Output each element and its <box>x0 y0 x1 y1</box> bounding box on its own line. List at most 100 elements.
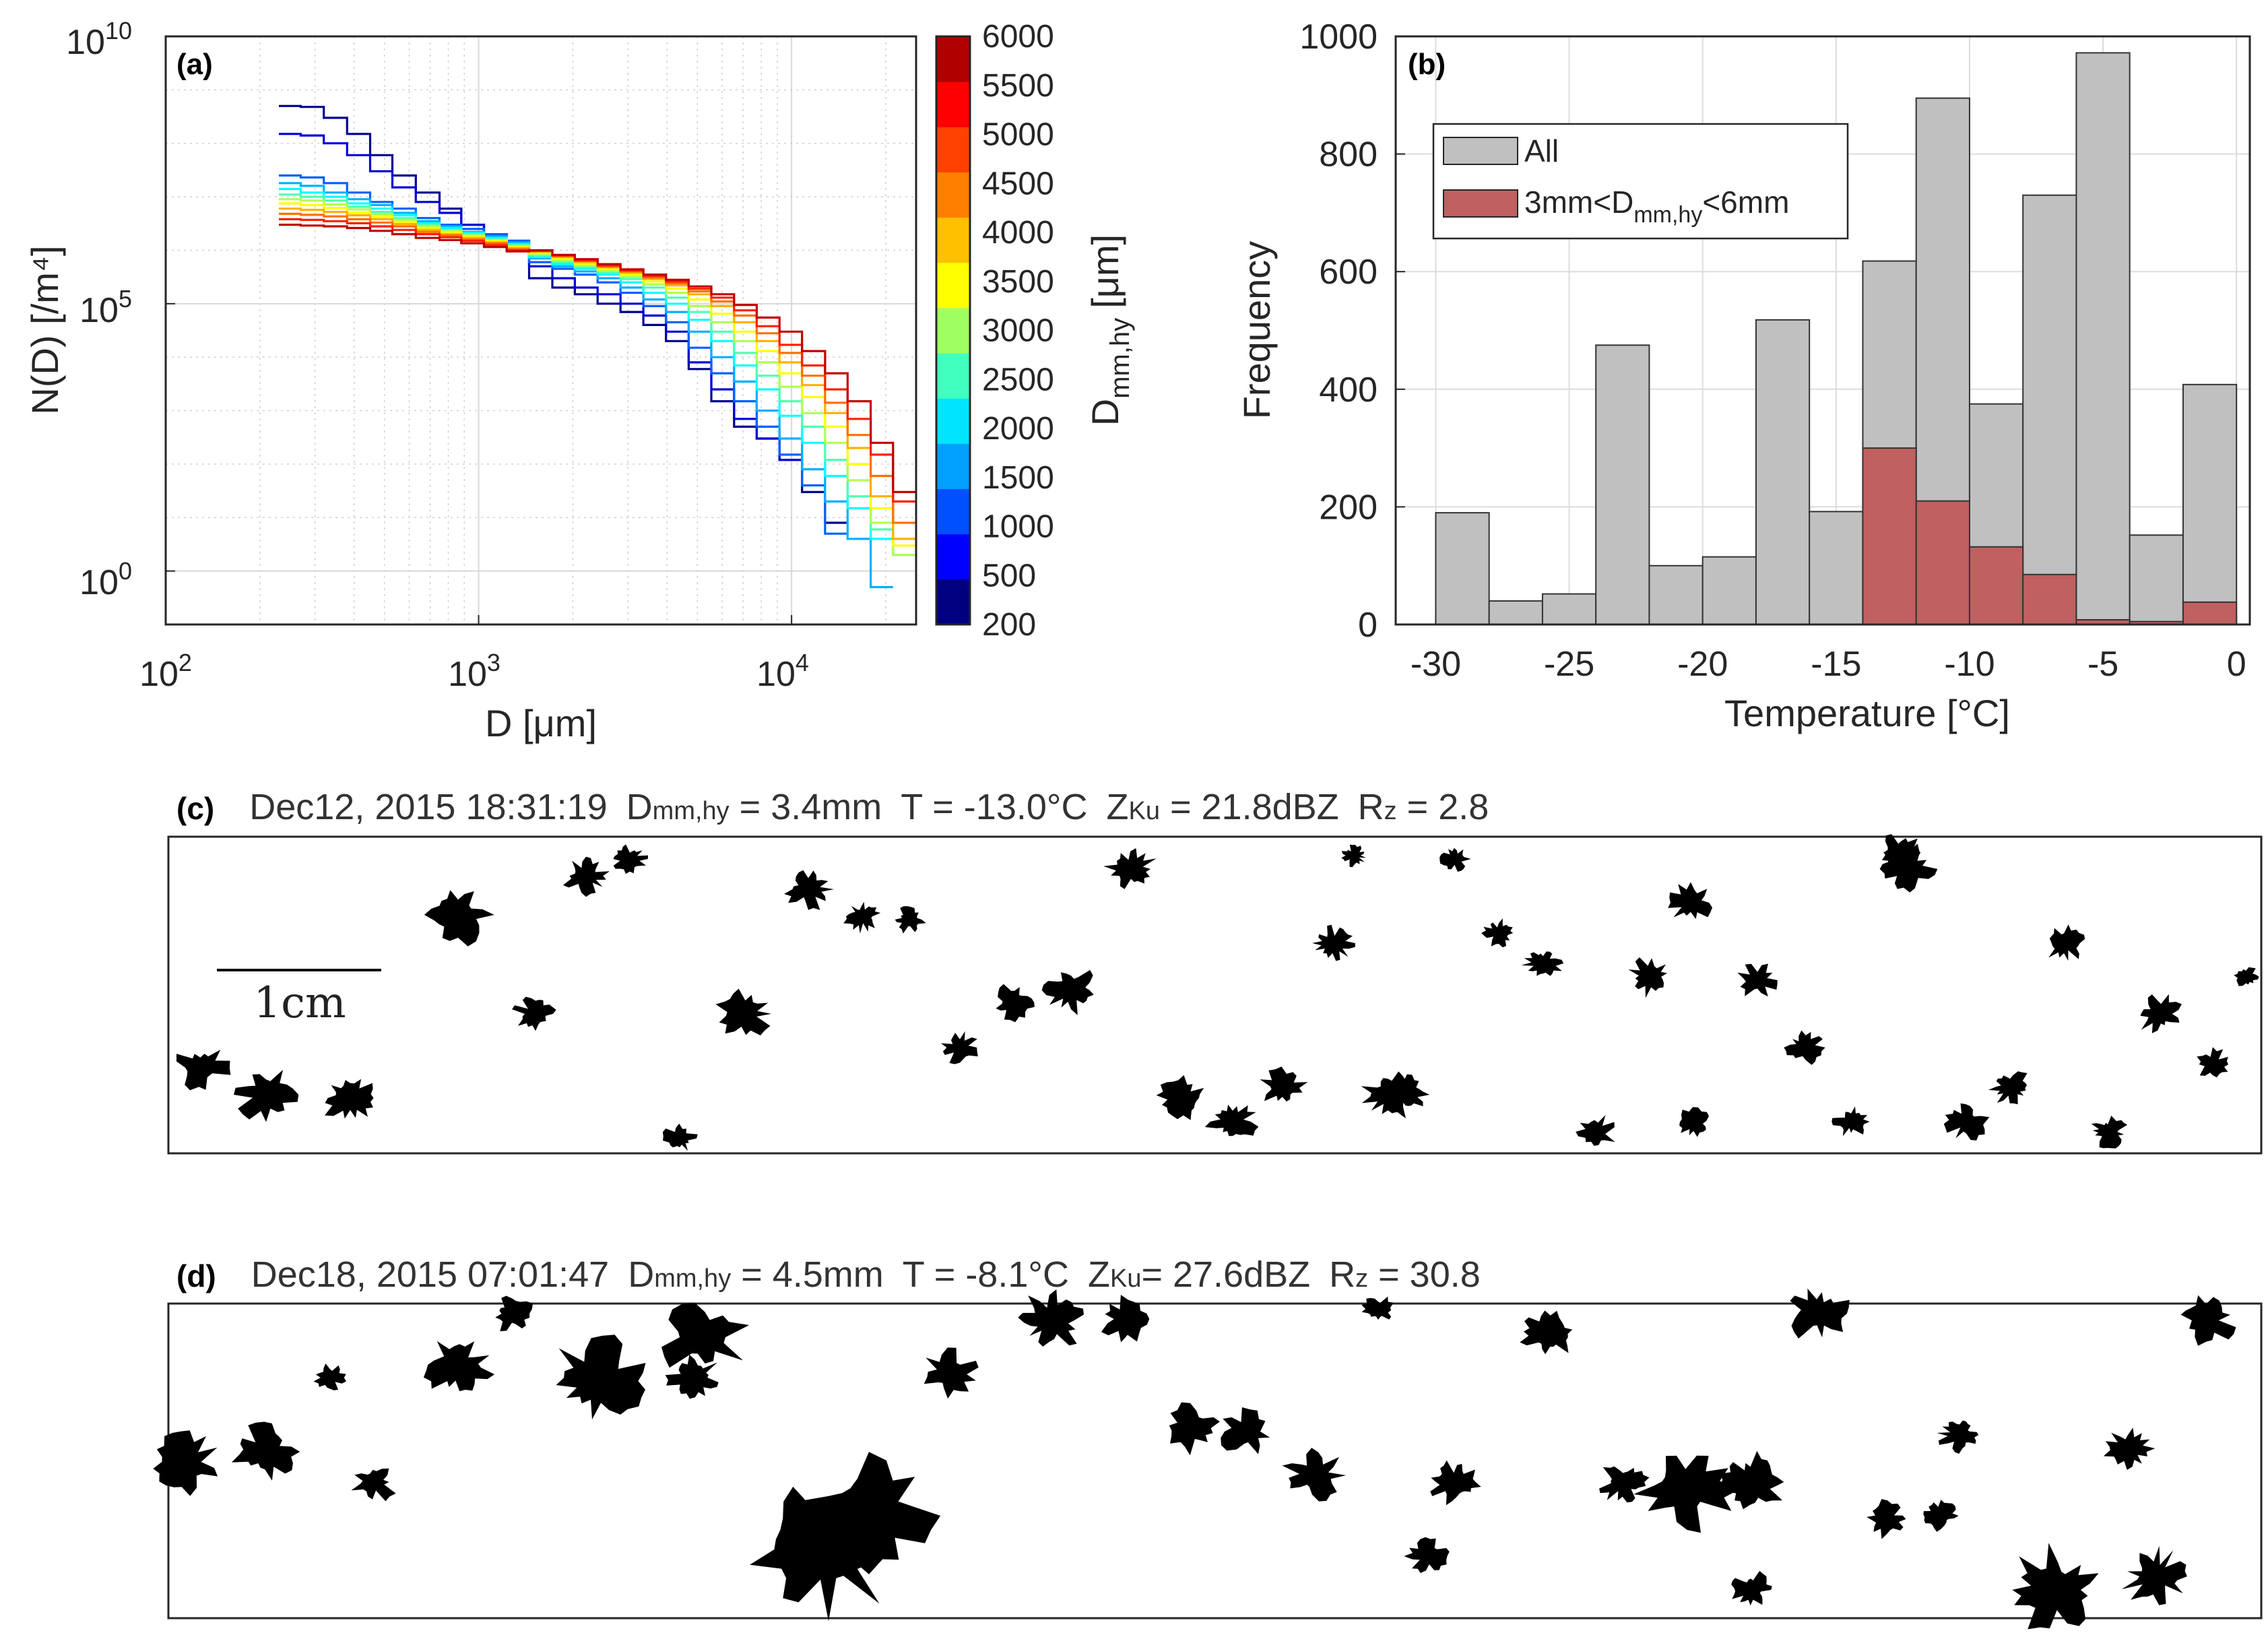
colorbar-segment <box>936 307 970 354</box>
snowflake-particle <box>231 1421 300 1481</box>
snowflake-particle <box>1260 1066 1308 1102</box>
a-series-line <box>279 224 916 493</box>
b-bar-all <box>2075 52 2131 626</box>
b-bar-all <box>2129 534 2184 626</box>
panel-d-snowflake-images <box>153 1288 2236 1630</box>
snowflake-particle <box>798 1452 941 1574</box>
b-bar-subset <box>2182 601 2238 625</box>
colorbar-tick-labels: 200 500 1000 1500 2000 2500 3000 3500 4000 4500 50… <box>982 19 1054 643</box>
snowflake-particle <box>2180 1295 2236 1346</box>
snowflake-particle <box>325 1079 374 1119</box>
panel-d-image-frame <box>167 1302 2263 1620</box>
panel-b-axes-box <box>1394 35 2251 626</box>
snowflake-particle <box>176 1050 231 1091</box>
colorbar-segment <box>936 82 970 127</box>
colorbar-tick-label: 1000 <box>982 509 1054 545</box>
b-x-tick-label: -20 <box>1677 645 1728 684</box>
snowflake-particle <box>1018 1289 1084 1347</box>
snowflake-particle <box>1668 882 1712 920</box>
colorbar-segment <box>936 217 970 263</box>
snowflake-particle <box>2197 1047 2228 1078</box>
b-x-tick-label: -5 <box>2087 645 2118 684</box>
b-x-tick-label: -15 <box>1811 645 1861 684</box>
b-x-tick-label: -30 <box>1411 645 1461 684</box>
panel-a-colorbar <box>936 36 970 625</box>
panel-a-axes-box <box>164 35 917 626</box>
snowflake-particle <box>665 1354 719 1399</box>
colorbar-segment <box>936 488 970 535</box>
a-y-tick-label: 105 <box>79 285 132 330</box>
snowflake-particle <box>1430 1460 1481 1506</box>
a-series-line <box>279 104 848 524</box>
b-bar-all <box>1595 344 1650 625</box>
snowflake-particle <box>556 1335 646 1419</box>
colorbar-tick-label: 5500 <box>982 68 1054 104</box>
snowflake-particle <box>1923 1500 1959 1532</box>
a-y-tick-label: 1010 <box>66 17 132 62</box>
colorbar-tick-label: 2500 <box>982 362 1054 397</box>
panel-b-bars <box>1435 52 2238 626</box>
colorbar-label: Dmm,hy[μm] <box>1084 234 1135 426</box>
snowflake-particle <box>2012 1543 2099 1630</box>
b-bar-all <box>1435 512 1490 625</box>
snowflake-particle <box>2121 1545 2187 1605</box>
snowflake-particle <box>1633 1455 1741 1533</box>
b-y-tick-label: 0 <box>1358 606 1378 645</box>
snowflake-particle <box>562 856 610 897</box>
b-y-tick-label: 600 <box>1319 253 1378 292</box>
snowflake-particle <box>661 1302 750 1368</box>
a-x-tick-label: 102 <box>139 649 192 694</box>
snowflake-particle <box>1790 1288 1850 1339</box>
colorbar-segment <box>936 579 970 625</box>
colorbar-tick-label: 2000 <box>982 411 1054 447</box>
b-bar-subset <box>2022 573 2077 625</box>
snowflake-particle <box>1404 1537 1450 1573</box>
snowflake-particle <box>1204 1104 1259 1136</box>
snowflake-particle <box>662 1123 698 1151</box>
snowflake-particle <box>423 1341 495 1392</box>
panel-d-caption: (d) Dec18, 2015 07:01:47 Dmm,hy = 4.5mm T =… <box>176 1254 1481 1295</box>
colorbar-box <box>935 35 971 626</box>
colorbar-segment <box>936 172 970 218</box>
panel-b-x-tick-labels: -30 -25 -20 -15 -10 -5 0 <box>1411 645 2246 684</box>
snowflake-particle <box>1784 1030 1825 1065</box>
b-bar-all <box>2022 194 2077 625</box>
panel-b-legend: All 3mm<Dmm,hy<6mm <box>1432 123 1849 240</box>
snowflake-particle <box>1720 1450 1784 1510</box>
snowflake-particle <box>2091 1116 2128 1149</box>
colorbar-tick-label: 3000 <box>982 313 1054 349</box>
panel-a-tag: (a) <box>176 48 213 81</box>
snowflake-particle <box>1679 1107 1709 1137</box>
b-x-axis-label: Temperature [°C] <box>1724 692 2010 734</box>
panel-c-snowflake-images <box>176 834 2259 1151</box>
snowflake-particle <box>1731 1570 1772 1606</box>
colorbar-segment <box>936 262 970 309</box>
snowflake-particle <box>1221 1407 1270 1454</box>
snowflake-particle <box>1832 1106 1870 1136</box>
snowflake-particle <box>1312 924 1355 961</box>
panel-b-y-tick-labels: 0 200 400 600 800 1000 <box>1299 18 1378 645</box>
snowflake-particle <box>512 996 556 1031</box>
snowflake-particle <box>1867 1499 1906 1539</box>
snowflake-particle <box>1521 951 1564 976</box>
legend-swatch-subset <box>1443 189 1518 218</box>
snowflake-particle <box>495 1295 533 1332</box>
snowflake-particle <box>1628 957 1668 998</box>
snowflake-particle <box>234 1070 299 1122</box>
colorbar-segment <box>936 534 970 580</box>
snowflake-particle <box>1101 1295 1150 1343</box>
scale-bar-label: 1cm <box>253 978 346 1028</box>
colorbar-tick-label: 1500 <box>982 460 1054 496</box>
a-series-line <box>279 198 916 556</box>
a-series-line <box>279 187 893 540</box>
b-bar-all <box>2182 383 2238 625</box>
snowflake-particle <box>1943 1103 1990 1141</box>
colorbar-tick-label: 5000 <box>982 117 1054 153</box>
b-x-tick-label: -25 <box>1544 645 1594 684</box>
snowflake-particle <box>1041 969 1094 1015</box>
snowflake-particle <box>1169 1402 1220 1456</box>
snowflake-particle <box>784 870 835 910</box>
snowflake-particle <box>1103 848 1157 889</box>
snowflake-particle <box>1988 1071 2028 1105</box>
